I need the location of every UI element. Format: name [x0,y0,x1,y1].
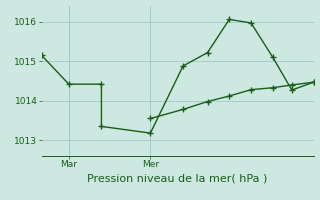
X-axis label: Pression niveau de la mer( hPa ): Pression niveau de la mer( hPa ) [87,173,268,183]
